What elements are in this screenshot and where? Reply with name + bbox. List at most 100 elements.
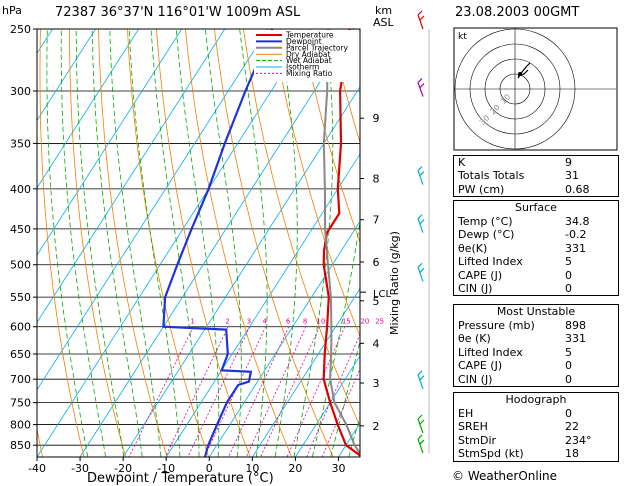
- km-label: km: [375, 4, 392, 17]
- height-tick-label: 4: [373, 337, 380, 350]
- index-label: CAPE (J): [458, 268, 503, 282]
- index-row: EH 0: [454, 407, 618, 420]
- barb-shaft: [417, 170, 424, 185]
- index-row: Temp (°C) 34.8: [454, 215, 618, 228]
- wet-adiabat: [293, 29, 334, 457]
- legend-box: [254, 30, 359, 82]
- index-label: Totals Totals: [458, 169, 525, 183]
- temperature-axis: -40 -30 -20 -10 0 10 20 30: [28, 457, 345, 475]
- mixing-ratio-axis-label: Mixing Ratio (g/kg): [388, 231, 401, 335]
- dry-adiabat: [271, 29, 360, 338]
- wet-adiabat: [175, 29, 220, 457]
- isotherm: [165, 153, 360, 457]
- index-label: θe(K): [458, 241, 488, 255]
- index-label: SREH: [458, 420, 488, 434]
- index-value: 18: [565, 447, 579, 461]
- index-row: Lifted Index 5: [454, 255, 618, 268]
- index-value: 0: [565, 407, 572, 420]
- hodograph-table: Hodograph EH 0 SREH 22 StmDir 234° StmSpd (kt) 1…: [453, 392, 619, 462]
- barb-shaft: [417, 14, 424, 30]
- barb-flag: [419, 15, 425, 21]
- wind-barb: [417, 78, 425, 97]
- index-value: 0: [565, 359, 572, 373]
- index-label: Dewp (°C): [458, 228, 515, 242]
- pressure-tick-label: 750: [10, 397, 31, 410]
- mixing-ratio-label: 10: [316, 318, 325, 326]
- dry-adiabat: [98, 29, 168, 457]
- height-tick-label: 2: [373, 420, 380, 433]
- isotherm: [37, 29, 269, 391]
- barb-shaft: [417, 82, 424, 97]
- wet-adiabat: [128, 29, 181, 457]
- index-label: K: [458, 156, 466, 169]
- temperature-tick-label: 30: [331, 462, 345, 475]
- index-value: 898: [565, 319, 586, 332]
- index-label: Temp (°C): [458, 215, 513, 228]
- barb-flag: [419, 419, 425, 425]
- wet-adiabat: [60, 29, 107, 457]
- wind-barb: [417, 166, 425, 185]
- mixing-ratio-label: 1: [190, 318, 194, 326]
- barb-flag: [419, 375, 425, 381]
- height-tick-label: 3: [373, 377, 380, 390]
- wet-adiabat: [204, 29, 242, 457]
- mixing-ratio-label: 3: [247, 318, 251, 326]
- dry-adiabat: [213, 29, 334, 457]
- barb-flag: [419, 171, 425, 177]
- temperature-tick-label: 10: [245, 462, 259, 475]
- isotherm: [37, 29, 97, 122]
- station-header: 72387 36°37'N 116°01'W 1009m ASL: [55, 5, 301, 20]
- hodograph-kt-label: kt: [458, 32, 467, 42]
- barb-flag: [419, 83, 425, 89]
- index-label: StmDir: [458, 433, 497, 447]
- isotherm: [251, 288, 360, 457]
- index-label: CIN (J): [458, 281, 493, 295]
- barb-flag: [417, 10, 423, 16]
- most-unstable-table: Most Unstable Pressure (mb) 898 θe (K) 331 Li…: [453, 304, 619, 387]
- legend-label: Mixing Ratio: [286, 69, 333, 78]
- height-tick-label: 5: [373, 295, 380, 308]
- barb-shaft: [417, 418, 424, 434]
- pressure-tick-label: 450: [10, 223, 31, 236]
- dry-adiabat: [127, 29, 210, 457]
- isotherm: [0, 15, 18, 457]
- hodograph-storm-motion: [518, 72, 522, 76]
- temperature-tick-label: -30: [71, 462, 89, 475]
- index-label: CIN (J): [458, 372, 493, 386]
- index-row: SREH 22: [454, 420, 618, 433]
- index-value: 31: [565, 169, 579, 183]
- barb-flag: [417, 414, 423, 420]
- section-title: Hodograph: [505, 393, 567, 406]
- isotherm: [79, 29, 355, 457]
- index-label: PW (cm): [458, 182, 505, 196]
- index-value: 234°: [565, 433, 592, 447]
- series-parcel-trajectory: [322, 29, 360, 456]
- index-row: CAPE (J) 0: [454, 359, 618, 372]
- index-label: Lifted Index: [458, 255, 523, 269]
- legend-label: Temperature: [285, 31, 334, 40]
- barb-shaft: [417, 438, 424, 454]
- indices-table: K 9 Totals Totals 31 PW (cm) 0.68: [453, 155, 619, 198]
- mixing-ratio-line: [321, 367, 360, 457]
- isotherm: [208, 220, 360, 457]
- mixing-ratio-label: 2: [225, 318, 229, 326]
- index-value: 331: [565, 241, 586, 255]
- mixing-ratio-label: 8: [303, 318, 307, 326]
- mixing-ratio-label: 20: [360, 318, 369, 326]
- barb-flag: [417, 434, 423, 440]
- mixing-ratio-label: 4: [263, 318, 268, 326]
- asl-label: ASL: [373, 16, 395, 29]
- wet-adiabat: [150, 29, 200, 457]
- index-row: θe(K) 331: [454, 242, 618, 255]
- wind-barb: [417, 370, 425, 390]
- dry-adiabat: [39, 29, 85, 457]
- index-row: Lifted Index 5: [454, 346, 618, 359]
- temperature-tick-label: 20: [288, 462, 302, 475]
- index-value: 9: [565, 156, 572, 169]
- index-value: 0.68: [565, 182, 590, 196]
- index-row: StmSpd (kt) 18: [454, 447, 618, 460]
- pressure-tick-label: 850: [10, 439, 31, 452]
